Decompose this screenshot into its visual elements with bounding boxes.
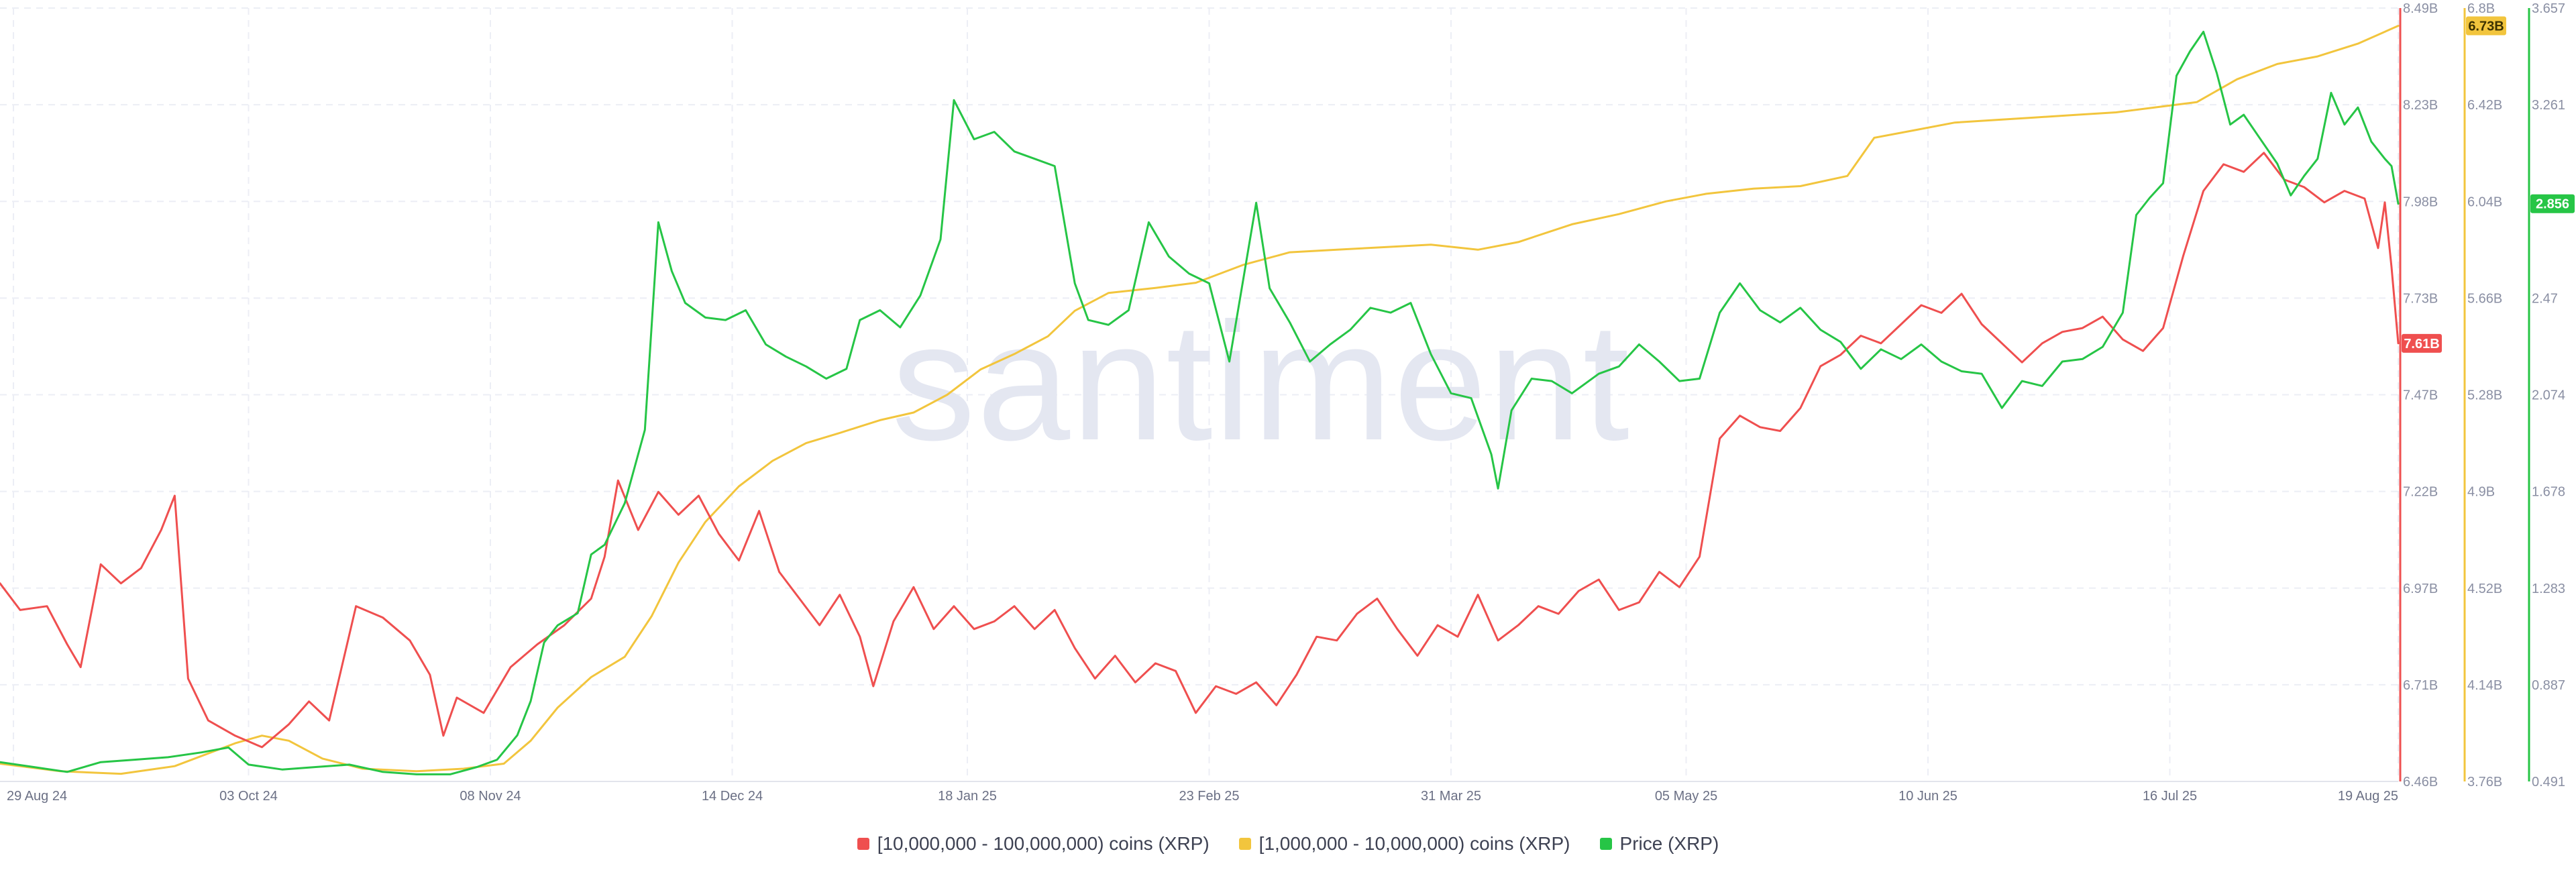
x-tick-label: 10 Jun 25: [1898, 789, 1957, 804]
x-tick-label: 23 Feb 25: [1179, 789, 1239, 804]
x-tick-label: 08 Nov 24: [460, 789, 521, 804]
y-tick-label-yellow: 4.14B: [2467, 678, 2502, 693]
current-value-badge-bg: [2466, 16, 2506, 36]
y-tick-label-red: 6.46B: [2403, 775, 2438, 789]
y-tick-label-yellow: 5.66B: [2467, 291, 2502, 306]
grid-layer: [0, 7, 2399, 782]
y-tick-label-green: 3.261: [2532, 98, 2565, 113]
current-value-badge-green: 2.856: [2530, 194, 2575, 213]
series-line-yellow: [0, 25, 2400, 775]
y-tick-label-red: 8.49B: [2403, 1, 2438, 16]
x-tick-label: 16 Jul 25: [2143, 789, 2197, 804]
y-tick-label-yellow: 6.04B: [2467, 195, 2502, 209]
legend-swatch: [1238, 838, 1251, 850]
x-tick-label: 05 May 25: [1655, 789, 1717, 804]
current-value-badge-red: 7.61B: [2402, 333, 2442, 353]
y-tick-label-red: 6.71B: [2403, 678, 2438, 693]
current-value-text: 7.61B: [2404, 337, 2439, 351]
legend-swatch: [1599, 838, 1612, 850]
y-tick-label-yellow: 5.28B: [2467, 388, 2502, 403]
current-value-badge-yellow: 6.73B: [2466, 16, 2506, 36]
legend-item-yellow[interactable]: [1,000,000 - 10,000,000) coins (XRP): [1238, 833, 1570, 855]
legend-label: Price (XRP): [1619, 833, 1719, 854]
legend-swatch: [857, 838, 869, 850]
y-tick-label-yellow: 6.8B: [2467, 1, 2495, 16]
y-tick-label-green: 0.491: [2532, 775, 2565, 789]
y-tick-label-red: 8.23B: [2403, 98, 2438, 113]
legend-item-red[interactable]: [10,000,000 - 100,000,000) coins (XRP): [857, 833, 1210, 855]
legend-item-green[interactable]: Price (XRP): [1599, 833, 1719, 855]
current-value-badge-bg: [2530, 194, 2575, 213]
y-tick-label-yellow: 6.42B: [2467, 98, 2502, 113]
y-tick-label-green: 1.678: [2532, 485, 2565, 500]
current-value-text: 2.856: [2536, 197, 2569, 212]
y-tick-label-red: 7.73B: [2403, 291, 2438, 306]
current-value-badge-bg: [2402, 333, 2442, 353]
x-tick-label: 18 Jan 25: [938, 789, 997, 804]
series-line-green: [0, 30, 2400, 775]
x-tick-label: 14 Dec 24: [702, 789, 763, 804]
y-tick-label-yellow: 4.52B: [2467, 582, 2502, 596]
legend-label: [1,000,000 - 10,000,000) coins (XRP): [1258, 833, 1570, 854]
axis-layer: 29 Aug 24 03 Oct 24 08 Nov 24 14 Dec 24 18 J…: [0, 1, 2575, 804]
legend: [10,000,000 - 100,000,000) coins (XRP) [1…: [0, 829, 2576, 859]
series-line-red: [0, 152, 2400, 749]
y-tick-label-green: 0.887: [2532, 678, 2565, 693]
y-tick-label-red: 7.98B: [2403, 195, 2438, 209]
current-value-text: 6.73B: [2468, 19, 2504, 34]
legend-label: [10,000,000 - 100,000,000) coins (XRP): [877, 833, 1210, 854]
series-layer: [0, 25, 2400, 775]
y-tick-label-red: 7.47B: [2403, 388, 2438, 403]
x-tick-label: 19 Aug 25: [2338, 789, 2398, 804]
watermark: santiment: [892, 288, 1631, 475]
y-tick-label-green: 2.47: [2532, 291, 2558, 306]
x-tick-label: 31 Mar 25: [1421, 789, 1481, 804]
x-tick-label: 29 Aug 24: [7, 789, 67, 804]
y-tick-label-yellow: 3.76B: [2467, 775, 2502, 789]
y-tick-label-red: 6.97B: [2403, 582, 2438, 596]
y-tick-label-green: 2.074: [2532, 388, 2565, 403]
y-tick-label-red: 7.22B: [2403, 485, 2438, 500]
y-tick-label-green: 1.283: [2532, 582, 2565, 596]
y-tick-label-green: 3.657: [2532, 1, 2565, 16]
y-tick-label-yellow: 4.9B: [2467, 485, 2495, 500]
x-tick-label: 03 Oct 24: [219, 789, 278, 804]
